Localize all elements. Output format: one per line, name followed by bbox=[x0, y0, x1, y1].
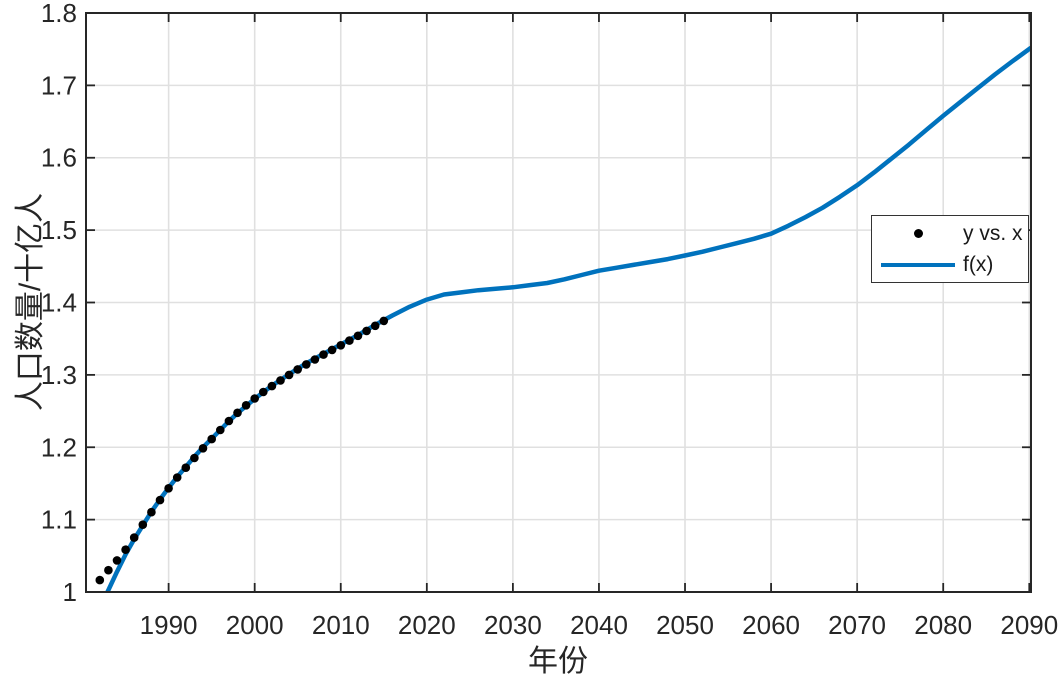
data-point bbox=[241, 401, 251, 410]
fit-line-icon bbox=[872, 262, 958, 267]
scatter-marker-icon bbox=[872, 229, 958, 238]
x-tick-label: 2070 bbox=[828, 610, 886, 640]
data-point bbox=[302, 360, 311, 369]
x-tick-label: 2010 bbox=[312, 610, 370, 640]
data-point bbox=[327, 345, 337, 355]
x-tick-label: 2090 bbox=[1000, 610, 1058, 640]
data-point bbox=[345, 336, 354, 345]
data-point bbox=[207, 434, 216, 444]
data-point bbox=[129, 533, 139, 542]
legend-label-fit: f(x) bbox=[963, 253, 994, 276]
x-tick-label: 1990 bbox=[140, 610, 198, 640]
y-tick-label: 1.1 bbox=[41, 505, 77, 535]
x-tick-label: 2060 bbox=[742, 610, 800, 640]
data-point bbox=[370, 321, 380, 331]
data-point bbox=[104, 565, 113, 575]
data-point bbox=[216, 425, 225, 435]
y-tick-label: 1.3 bbox=[41, 360, 77, 390]
x-tick-label: 2020 bbox=[398, 610, 456, 640]
data-point bbox=[155, 495, 165, 505]
data-point bbox=[336, 341, 346, 350]
legend-item-data: y vs. x bbox=[872, 218, 1028, 249]
x-tick-label: 2050 bbox=[656, 610, 714, 640]
data-point bbox=[293, 365, 303, 374]
data-point bbox=[164, 484, 173, 493]
data-point bbox=[121, 545, 130, 554]
y-tick-label: 1 bbox=[63, 577, 77, 607]
y-axis-label: 人口数量/十亿人 bbox=[14, 192, 47, 412]
data-point bbox=[190, 453, 199, 463]
y-tick-label: 1.7 bbox=[41, 70, 77, 100]
x-tick-label: 2000 bbox=[226, 610, 284, 640]
x-tick-label: 2040 bbox=[570, 610, 628, 640]
data-point bbox=[181, 463, 191, 473]
data-point bbox=[224, 416, 234, 426]
legend-item-fit: f(x) bbox=[872, 249, 1028, 280]
data-point bbox=[267, 381, 277, 391]
data-point bbox=[112, 556, 122, 565]
data-point bbox=[95, 575, 105, 585]
data-point bbox=[138, 520, 148, 529]
data-point bbox=[172, 473, 182, 482]
y-tick-label: 1.5 bbox=[41, 215, 77, 245]
y-tick-label: 1.4 bbox=[41, 288, 77, 318]
data-point bbox=[319, 350, 328, 359]
fit-curve-line bbox=[105, 45, 1031, 592]
data-point bbox=[198, 444, 208, 453]
data-point bbox=[147, 507, 156, 517]
data-point bbox=[259, 387, 268, 397]
data-point bbox=[310, 355, 320, 364]
legend: y vs. x f(x) bbox=[871, 215, 1029, 283]
y-tick-label: 1.8 bbox=[41, 0, 77, 28]
data-point bbox=[353, 331, 363, 341]
y-tick-label: 1.2 bbox=[41, 432, 77, 462]
data-point bbox=[233, 408, 242, 418]
data-point bbox=[362, 326, 371, 336]
legend-label-data: y vs. x bbox=[963, 222, 1023, 245]
x-tick-label: 2030 bbox=[484, 610, 542, 640]
data-point bbox=[379, 316, 389, 326]
data-point bbox=[284, 370, 294, 380]
data-point bbox=[276, 376, 285, 385]
x-tick-label: 2080 bbox=[914, 610, 972, 640]
x-axis-label: 年份 bbox=[528, 645, 588, 678]
data-point bbox=[250, 394, 259, 403]
y-tick-label: 1.6 bbox=[41, 143, 77, 173]
